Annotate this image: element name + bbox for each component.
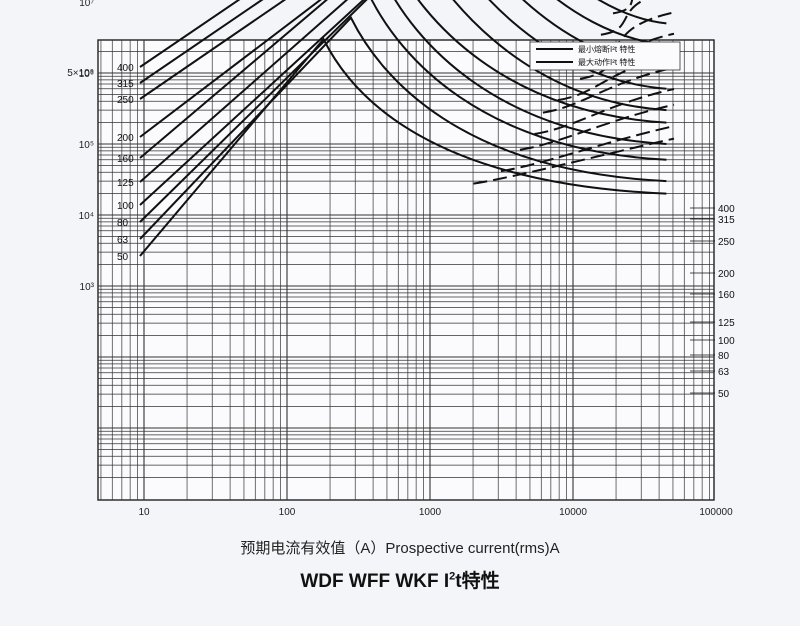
right-rating-label: 50 bbox=[718, 389, 730, 400]
legend-box bbox=[529, 41, 681, 71]
labels-group: 101001000100001000005×10⁹10⁸10⁷10⁶10⁵10⁴… bbox=[67, 0, 735, 518]
series-line-200 bbox=[139, 0, 667, 138]
left-rating-label: 315 bbox=[117, 79, 134, 90]
right-rating-label: 315 bbox=[718, 215, 735, 226]
series-line-125 bbox=[139, 0, 667, 183]
x-tick-label: 10000 bbox=[559, 507, 587, 518]
x-tick-label: 100000 bbox=[699, 507, 733, 518]
right-rating-label: 400 bbox=[718, 204, 735, 215]
series-line-160 bbox=[139, 0, 667, 159]
chart-title: WDF WFF WKF I2t特性 bbox=[0, 566, 800, 593]
legend-label: 最小熔断I²t 特性 bbox=[578, 44, 635, 54]
series-line-80 bbox=[139, 0, 667, 223]
series-dashed-315 bbox=[600, 0, 647, 36]
x-axis-label: 预期电流有效值（A）Prospective current(rms)A bbox=[240, 540, 560, 557]
series-line-100 bbox=[139, 0, 667, 206]
left-rating-label: 400 bbox=[117, 63, 134, 74]
right-rating-label: 250 bbox=[718, 237, 735, 248]
y-tick-label: 10⁴ bbox=[79, 211, 94, 222]
series-line-400 bbox=[139, 0, 667, 68]
right-rating-label: 80 bbox=[718, 351, 730, 362]
left-rating-label: 160 bbox=[117, 154, 134, 165]
right-rating-label: 160 bbox=[718, 290, 735, 301]
left-rating-label: 200 bbox=[117, 133, 134, 144]
right-rating-label: 63 bbox=[718, 367, 730, 378]
left-rating-label: 125 bbox=[117, 178, 134, 189]
left-rating-label: 50 bbox=[117, 252, 129, 263]
x-tick-label: 100 bbox=[279, 507, 296, 518]
series-dashed-50 bbox=[473, 137, 675, 185]
y-tick-label: 10⁶ bbox=[79, 69, 94, 80]
right-rating-label: 200 bbox=[718, 269, 735, 280]
series-dashed-100 bbox=[534, 88, 675, 135]
grid bbox=[97, 39, 715, 501]
left-rating-label: 100 bbox=[117, 201, 134, 212]
legend-label: 最大动作I²t 特性 bbox=[578, 57, 635, 67]
right-rating-label: 125 bbox=[718, 318, 735, 329]
left-rating-label: 80 bbox=[117, 218, 129, 229]
series-line-50 bbox=[139, 37, 667, 257]
y-tick-label: 10⁵ bbox=[79, 140, 94, 151]
y-tick-label: 5×10⁹ bbox=[67, 68, 94, 79]
series-dashed-80 bbox=[519, 103, 675, 151]
series-group bbox=[139, 0, 675, 257]
left-rating-label: 63 bbox=[117, 235, 129, 246]
series-dashed-400 bbox=[612, 0, 634, 15]
series-line-63 bbox=[139, 16, 667, 240]
title-main: WDF WFF WKF I bbox=[300, 571, 450, 592]
series-dashed-125 bbox=[542, 66, 675, 114]
x-tick-label: 10 bbox=[138, 507, 150, 518]
title-tail: t特性 bbox=[455, 571, 500, 592]
y-tick-label: 10³ bbox=[80, 282, 95, 293]
right-rating-label: 100 bbox=[718, 336, 735, 347]
title-superscript: 2 bbox=[449, 570, 456, 583]
left-rating-label: 250 bbox=[117, 95, 134, 106]
y-tick-label: 10⁷ bbox=[79, 0, 94, 9]
x-tick-label: 1000 bbox=[419, 507, 442, 518]
